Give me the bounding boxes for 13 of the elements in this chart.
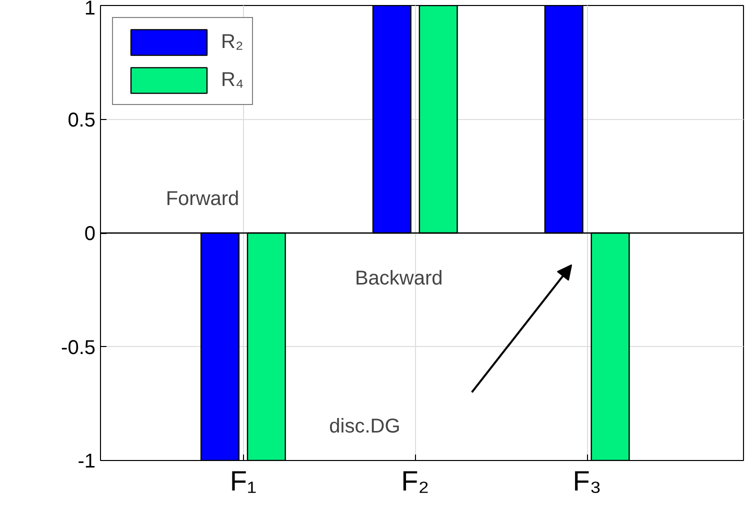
x-tick-label: F₁ bbox=[230, 466, 256, 496]
annotation: disc.DG bbox=[329, 415, 400, 438]
y-tick-label: 1 bbox=[84, 0, 96, 20]
y-tick-label: 0 bbox=[84, 223, 96, 245]
annotation: Backward bbox=[354, 268, 443, 290]
y-tick-label: -0.5 bbox=[61, 336, 96, 359]
annotation: Forward bbox=[166, 188, 240, 210]
x-tick-label: F₃ bbox=[572, 466, 602, 496]
legend-label: R₂ bbox=[221, 30, 244, 54]
x-tick-label: F₂ bbox=[401, 466, 430, 496]
y-tick-label: 0.5 bbox=[68, 109, 96, 132]
legend-label: R₄ bbox=[221, 68, 244, 92]
y-tick-label: -1 bbox=[78, 450, 96, 472]
